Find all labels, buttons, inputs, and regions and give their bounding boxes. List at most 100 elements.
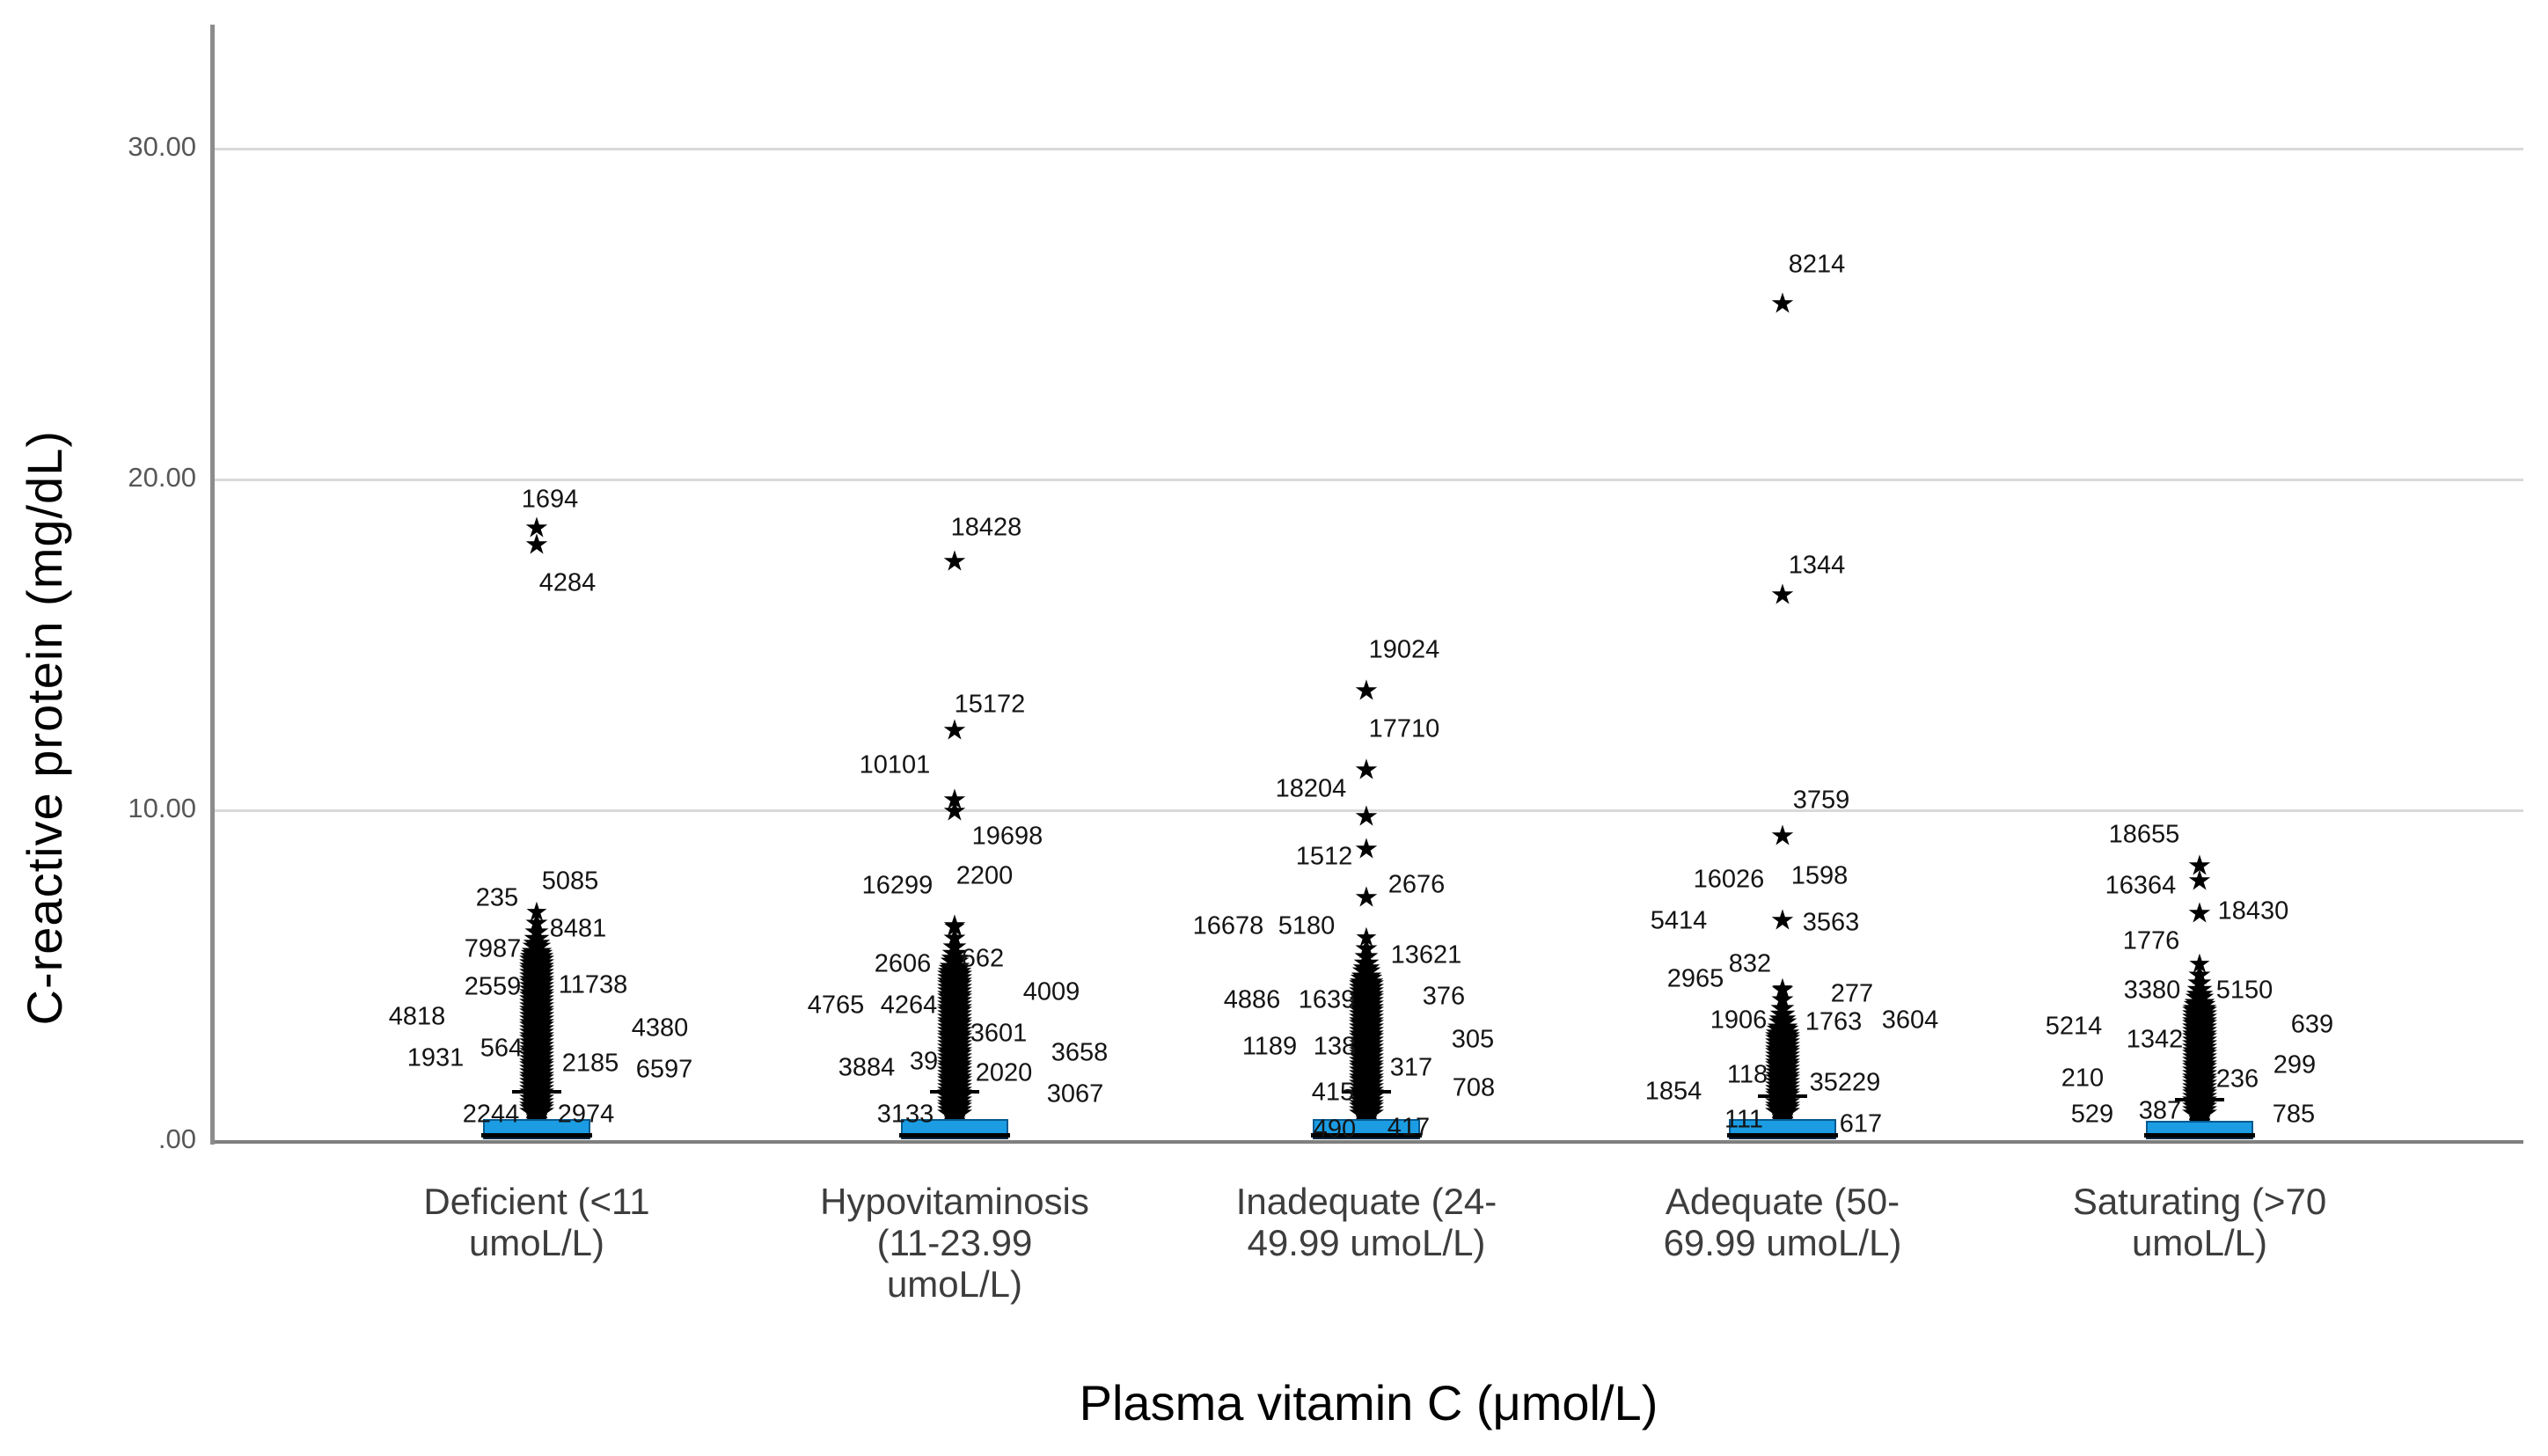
- x-axis-title: Plasma vitamin C (μmol/L): [1079, 1375, 1658, 1430]
- outlier-star: ★: [1345, 990, 1387, 1042]
- outlier-label: 210: [2061, 1064, 2105, 1093]
- outlier-label: 16299: [861, 871, 934, 900]
- outlier-star: ★: [1761, 1041, 1804, 1093]
- outlier-label: 4765: [807, 991, 865, 1020]
- category-label: umoL/L): [468, 1222, 605, 1263]
- outlier-star: ★: [941, 929, 969, 964]
- outlier-star: ★: [1345, 1029, 1387, 1081]
- outlier-star: ★: [1345, 1003, 1387, 1055]
- whisker-cap: [1342, 1089, 1391, 1094]
- outlier-star: ★: [934, 954, 976, 1006]
- outlier-star: ★: [1769, 984, 1796, 1016]
- outlier-label: 16364: [2105, 871, 2177, 900]
- outlier-star: ★: [2178, 1029, 2221, 1081]
- outlier-star: ★: [516, 1071, 558, 1123]
- category-label: umoL/L): [2131, 1222, 2268, 1263]
- outlier-star: ★: [934, 1026, 976, 1078]
- outlier-star: ★: [516, 995, 558, 1047]
- outlier-star: ★: [516, 933, 557, 983]
- outlier-star: ★: [519, 926, 554, 969]
- outlier-star: ★: [1345, 1063, 1387, 1115]
- outlier-star: ★: [1345, 1059, 1387, 1111]
- outlier-label: 8214: [1788, 250, 1846, 279]
- outlier-star: ★: [1345, 1026, 1387, 1078]
- x-axis-line: [214, 1140, 2523, 1144]
- outlier-star: ★: [2178, 1050, 2221, 1101]
- outlier-label: 5414: [1650, 906, 1708, 935]
- outlier-star: ★: [2178, 1059, 2221, 1111]
- outlier-star: ★: [1769, 287, 1796, 319]
- outlier-label: 305: [1451, 1025, 1495, 1054]
- outlier-star: ★: [1761, 1067, 1804, 1119]
- outlier-star: ★: [934, 969, 976, 1021]
- outlier-star: ★: [516, 1018, 558, 1070]
- outlier-star: ★: [2178, 1052, 2221, 1104]
- outlier-label: 6597: [635, 1055, 693, 1084]
- outlier-label: 4886: [1223, 985, 1281, 1014]
- outlier-star: ★: [516, 975, 558, 1027]
- outlier-label: 1906: [1710, 1006, 1768, 1035]
- outlier-star: ★: [2178, 1069, 2221, 1121]
- outlier-star: ★: [1768, 995, 1798, 1033]
- outlier-star: ★: [934, 1039, 976, 1091]
- outlier-label: 4818: [388, 1002, 446, 1031]
- outlier-label: 1694: [521, 485, 579, 514]
- y-tick-label: 20.00: [128, 462, 196, 493]
- outlier-star: ★: [1345, 1039, 1387, 1091]
- outlier-label: 1189: [1241, 1032, 1298, 1061]
- outlier-star: ★: [941, 922, 968, 955]
- outlier-star: ★: [934, 963, 976, 1015]
- outlier-star: ★: [2178, 1072, 2221, 1124]
- outlier-label: 35229: [1809, 1068, 1881, 1097]
- outlier-star: ★: [516, 1067, 558, 1119]
- outlier-label: 4009: [1022, 977, 1080, 1006]
- outlier-star: ★: [516, 939, 558, 991]
- outlier-star: ★: [1345, 1033, 1387, 1085]
- outlier-label: 19698: [971, 822, 1043, 851]
- outlier-star: ★: [2181, 980, 2218, 1026]
- outlier-star: ★: [934, 1072, 976, 1124]
- outlier-label: 236: [2215, 1065, 2259, 1094]
- outlier-star: ★: [516, 1041, 558, 1093]
- outlier-label: 376: [1422, 982, 1466, 1011]
- outlier-label: 13621: [1390, 940, 1462, 969]
- outlier-star: ★: [516, 1028, 558, 1079]
- outlier-star: ★: [524, 511, 550, 544]
- outlier-star: ★: [2178, 1006, 2221, 1058]
- outlier-star: ★: [934, 1036, 976, 1088]
- outlier-star: ★: [2178, 1039, 2221, 1091]
- outlier-star: ★: [516, 952, 558, 1004]
- median-line: [1727, 1132, 1838, 1138]
- outlier-star: ★: [934, 973, 976, 1025]
- outlier-star: ★: [516, 1035, 558, 1087]
- outlier-star: ★: [516, 1074, 558, 1126]
- outlier-star: ★: [1345, 1006, 1387, 1058]
- outlier-star: ★: [1345, 984, 1387, 1035]
- outlier-star: ★: [1345, 1076, 1387, 1128]
- outlier-star: ★: [941, 545, 968, 577]
- category-label: umoL/L): [886, 1263, 1023, 1305]
- outlier-star: ★: [934, 993, 976, 1045]
- outlier-star: ★: [2178, 1013, 2221, 1065]
- outlier-star: ★: [516, 958, 558, 1010]
- outlier-star: ★: [1345, 1036, 1387, 1088]
- outlier-star: ★: [934, 967, 976, 1019]
- outlier-star: ★: [2184, 976, 2215, 1015]
- whisker-cap: [1758, 1094, 1807, 1099]
- whisker-cap: [512, 1089, 561, 1094]
- outlier-label: 1344: [1788, 551, 1846, 580]
- outlier-star: ★: [934, 1059, 976, 1111]
- outlier-label: 18428: [950, 513, 1022, 542]
- outlier-star: ★: [1345, 967, 1387, 1019]
- outlier-star: ★: [940, 934, 970, 972]
- outlier-star: ★: [516, 965, 558, 1017]
- median-line: [2144, 1132, 2255, 1138]
- outlier-star: ★: [934, 1069, 976, 1121]
- outlier-label: 1776: [2122, 926, 2180, 955]
- outlier-star: ★: [2178, 1043, 2221, 1094]
- outlier-label: 277: [1830, 979, 1874, 1008]
- whisker-cap: [2175, 1098, 2224, 1102]
- outlier-star: ★: [523, 914, 551, 949]
- outlier-star: ★: [1761, 1018, 1804, 1070]
